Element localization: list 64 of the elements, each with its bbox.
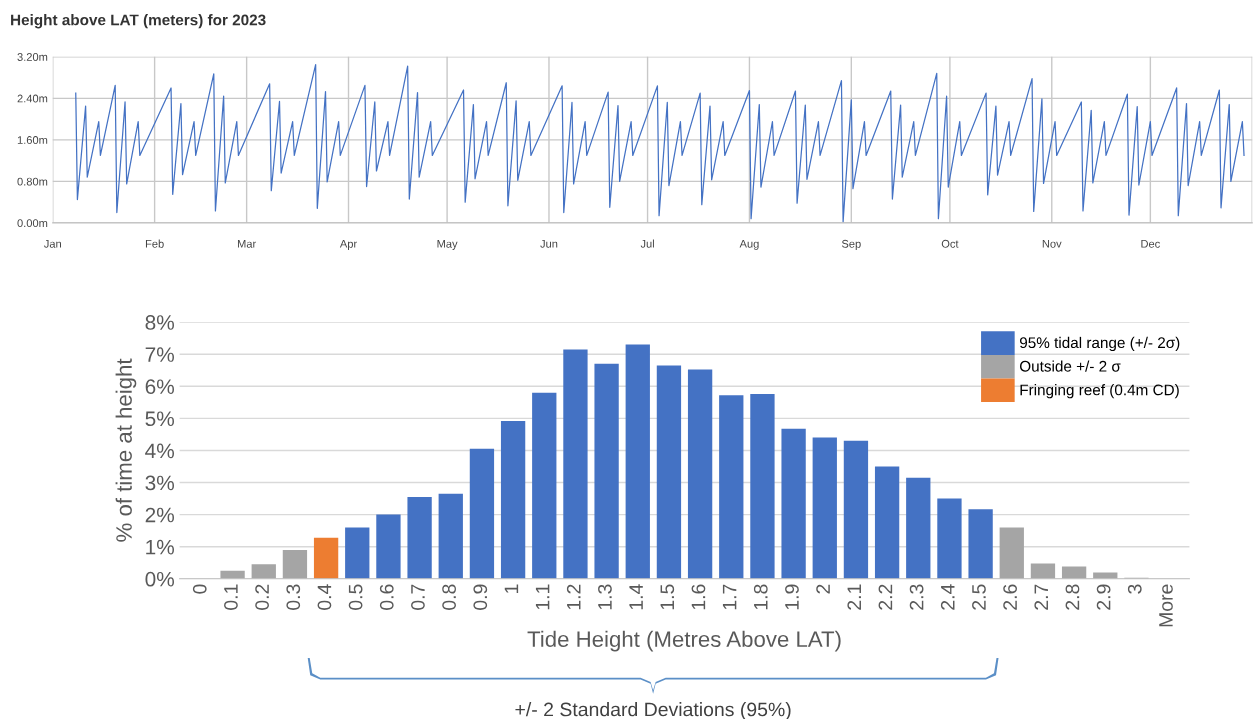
x-tick-label: 1.1: [535, 584, 550, 610]
y-tick-label: 2%: [145, 507, 175, 523]
x-tick-label: 3: [1127, 584, 1142, 594]
x-tick-label: Aug: [739, 239, 759, 250]
x-tick-label: 2.3: [909, 584, 924, 610]
y-tick-label: 2.40m: [17, 94, 48, 103]
x-tick-label: Nov: [1042, 239, 1062, 248]
x-tick-label: 0.5: [348, 584, 363, 610]
y-tick-label: 7%: [145, 347, 175, 362]
x-tick-label: Sep: [841, 239, 861, 250]
x-tick-label: 1: [504, 584, 519, 593]
legend-label: 95% tidal range (+/- 2σ): [1019, 336, 1180, 352]
x-tick-label: 1.2: [566, 584, 581, 610]
legend-label: Outside +/- 2 σ: [1019, 360, 1121, 372]
x-tick-label: Jan: [43, 239, 61, 248]
x-tick-label: 2.8: [1065, 584, 1080, 610]
x-tick-label: 0.2: [255, 584, 269, 610]
x-tick-label: 2.6: [1003, 584, 1017, 610]
x-tick-label: 0: [192, 584, 207, 594]
x-tick-label: 1.9: [785, 584, 799, 610]
y-tick-label: 3%: [145, 475, 175, 491]
x-tick-label: 2.2: [878, 584, 893, 610]
chart-title: Height above LAT (meters) for 2023: [11, 14, 266, 29]
x-tick-label: 1.4: [629, 584, 643, 610]
x-tick-label: Dec: [1141, 239, 1160, 248]
x-tick-label: Mar: [237, 239, 257, 248]
x-axis-title: Tide Height (Metres Above LAT): [527, 630, 841, 652]
x-tick-label: 0.6: [379, 584, 394, 610]
x-tick-label: Jul: [640, 239, 654, 248]
y-tick-label: 0%: [145, 571, 175, 587]
x-tick-label: 0.7: [411, 584, 425, 610]
x-tick-label: 2.9: [1096, 584, 1111, 610]
y-tick-label: 8%: [145, 315, 175, 330]
x-tick-label: May: [437, 239, 458, 250]
x-tick-label: 2.5: [972, 584, 986, 610]
x-tick-label: 1.6: [691, 584, 706, 610]
x-tick-label: Apr: [339, 239, 357, 250]
x-tick-label: 2.1: [847, 584, 861, 610]
x-tick-label: 0.3: [286, 584, 301, 610]
legend-label: Fringing reef (0.4m CD): [1020, 384, 1179, 399]
x-tick-label: 1.5: [660, 584, 675, 610]
y-tick-label: 4%: [145, 443, 175, 459]
y-tick-label: 0.80m: [17, 177, 48, 186]
x-tick-label: 1.7: [722, 584, 737, 610]
x-tick-label: 2.4: [940, 584, 955, 610]
y-tick-label: 1.60m: [17, 136, 48, 144]
x-tick-label: Feb: [145, 239, 164, 248]
x-tick-label: 1.3: [598, 584, 612, 610]
x-tick-label: Oct: [941, 239, 959, 248]
y-tick-label: 6%: [145, 379, 175, 395]
x-tick-label: More: [1159, 584, 1173, 627]
x-tick-label: 0.4: [317, 584, 332, 610]
y-tick-label: 5%: [145, 411, 175, 427]
x-tick-label: 2: [816, 584, 830, 594]
x-tick-label: 2.7: [1034, 584, 1048, 610]
x-tick-label: 1.8: [753, 584, 768, 610]
x-tick-label: 0.1: [224, 584, 238, 610]
y-axis-title: % of time at height: [115, 358, 137, 542]
y-tick-label: 0.00m: [17, 219, 48, 228]
x-tick-label: 0.9: [473, 584, 488, 610]
y-tick-label: 1%: [146, 539, 175, 555]
x-tick-label: 0.8: [442, 584, 456, 610]
y-tick-label: 3.20m: [17, 53, 48, 61]
x-tick-label: Jun: [540, 239, 558, 248]
